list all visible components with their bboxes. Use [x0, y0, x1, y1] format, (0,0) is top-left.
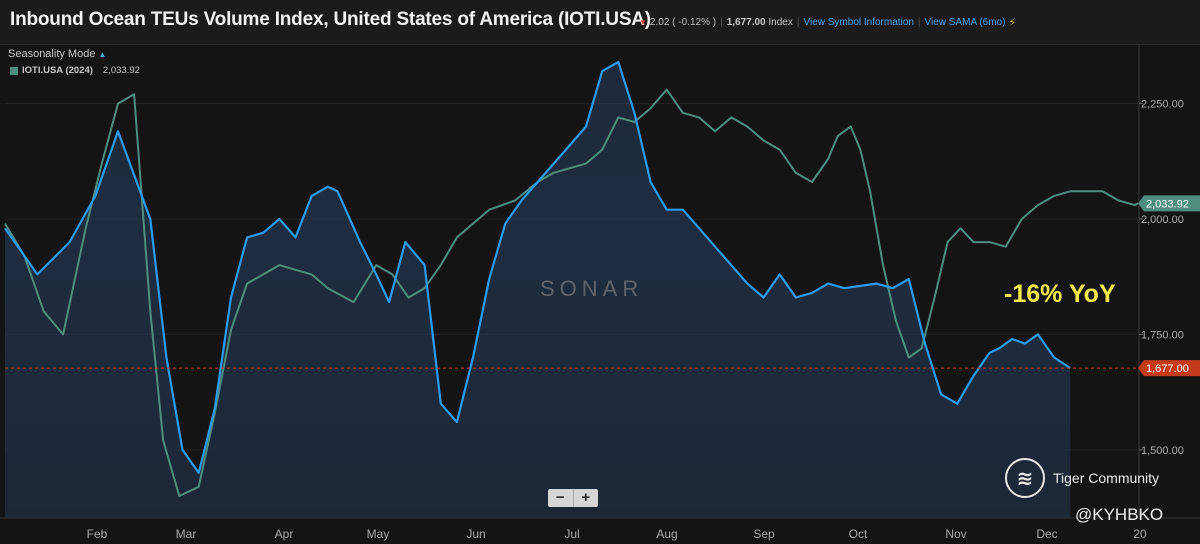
- seasonality-mode-toggle[interactable]: Seasonality Mode ▲: [8, 48, 106, 60]
- prior-value-tag-bg: [1138, 195, 1200, 212]
- seasonality-label: Seasonality Mode: [8, 48, 96, 60]
- divider: |: [796, 17, 800, 28]
- chart-title: Inbound Ocean TEUs Volume Index, United …: [10, 9, 651, 30]
- view-sama-link[interactable]: View SAMA (6mo): [924, 17, 1006, 28]
- symbol-info-bar: ▼ 2.02 ( -0.12% ) | 1,677.00 Index | Vie…: [639, 16, 1016, 29]
- sonar-watermark: SONAR: [540, 276, 644, 301]
- yoy-annotation: -16% YoY: [1004, 280, 1116, 308]
- x-tick-label: Mar: [176, 527, 197, 541]
- tiger-logo-icon: ≋: [1005, 458, 1045, 498]
- y-tick-label: 1,750.00: [1141, 329, 1184, 341]
- change-value: 2.02: [649, 17, 670, 28]
- chart-header: Inbound Ocean TEUs Volume Index, United …: [0, 0, 1200, 45]
- value-unit: Index: [768, 17, 793, 28]
- prior-year-series-line: [4, 88, 1139, 497]
- y-tick-label: 2,000.00: [1141, 214, 1184, 226]
- x-tick-label: Feb: [87, 527, 108, 541]
- current-series-line: [4, 60, 1071, 474]
- x-tick-label: Jul: [564, 527, 579, 541]
- price-tags: 2,033.92 1,677.00: [1138, 195, 1200, 377]
- current-value-tag-bg: [1138, 360, 1200, 377]
- view-symbol-info-link[interactable]: View Symbol Information: [803, 17, 914, 28]
- x-tick-label: May: [367, 527, 390, 541]
- tiger-community-label: Tiger Community: [1053, 470, 1160, 486]
- down-arrow-icon: ▼: [639, 18, 647, 27]
- prior-value-tag: 2,033.92: [1146, 198, 1189, 210]
- legend-series-value: 2,033.92: [102, 65, 140, 76]
- caret-up-icon: ▲: [98, 50, 107, 59]
- current-value-tag: 1,677.00: [1146, 363, 1189, 375]
- y-axis: 2,250.00 2,000.00 1,750.00 1,500.00: [1138, 44, 1184, 518]
- author-handle: @KYHBKO: [1075, 505, 1164, 524]
- x-tick-label: Apr: [275, 527, 294, 541]
- current-value: 1,677.00: [726, 17, 766, 28]
- x-tick-label: Oct: [849, 527, 868, 541]
- x-tick-label: Jun: [466, 527, 485, 541]
- line-chart[interactable]: 2,250.00 2,000.00 1,750.00 1,500.00 Feb Mar A…: [0, 44, 1200, 544]
- sama-bolt-icon: ⚡: [1008, 17, 1017, 29]
- legend-series-name: IOTI.USA (2024): [22, 65, 93, 76]
- x-tick-label: Aug: [656, 527, 677, 541]
- legend: IOTI.USA (2024) 2,033.92: [10, 65, 140, 76]
- x-tick-label: 20: [1133, 527, 1147, 541]
- divider: |: [720, 17, 723, 28]
- x-tick-label: Nov: [945, 527, 966, 541]
- tiger-community-badge: ≋ Tiger Community: [1005, 458, 1159, 498]
- x-tick-label: Sep: [753, 527, 775, 541]
- legend-swatch: [10, 66, 18, 75]
- y-tick-label: 1,500.00: [1141, 445, 1184, 457]
- x-tick-label: Dec: [1036, 527, 1057, 541]
- divider: |: [917, 17, 921, 28]
- change-percent: ( -0.12% ): [672, 17, 717, 28]
- zoom-out-button[interactable]: −: [548, 489, 574, 507]
- y-tick-label: 2,250.00: [1141, 99, 1184, 111]
- x-axis: Feb Mar Apr May Jun Jul Aug Sep Oct Nov Dec 20: [0, 517, 1200, 541]
- current-series-area: [5, 62, 1071, 518]
- zoom-in-button[interactable]: +: [581, 489, 591, 506]
- zoom-controls: − +: [548, 489, 598, 507]
